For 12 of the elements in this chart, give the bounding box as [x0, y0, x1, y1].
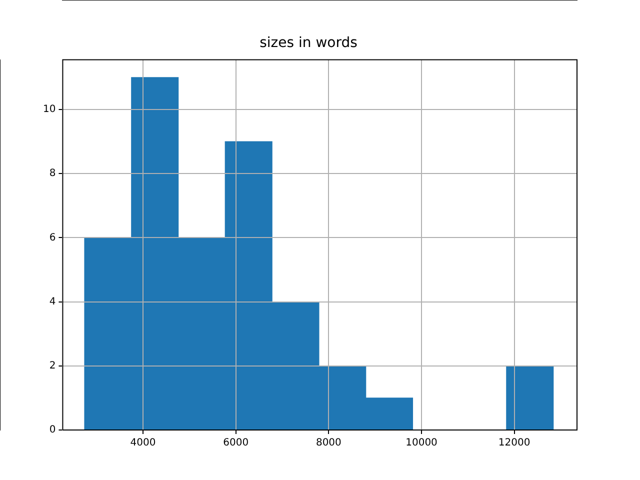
x-tick-label: 12000 [498, 438, 530, 449]
x-tick-label: 8000 [316, 438, 342, 449]
x-tick-label: 4000 [130, 438, 156, 449]
x-tick-label: 10000 [406, 438, 438, 449]
y-tick-label: 10 [42, 104, 56, 116]
x-tick-label: 6000 [223, 438, 249, 449]
y-tick-label: 0 [49, 424, 56, 436]
y-tick-label: 8 [49, 168, 56, 180]
y-tick-label: 4 [49, 296, 56, 308]
y-tick-label: 2 [49, 360, 56, 372]
chart-title: sizes in words [260, 35, 358, 52]
y-tick-label: 6 [49, 232, 56, 244]
